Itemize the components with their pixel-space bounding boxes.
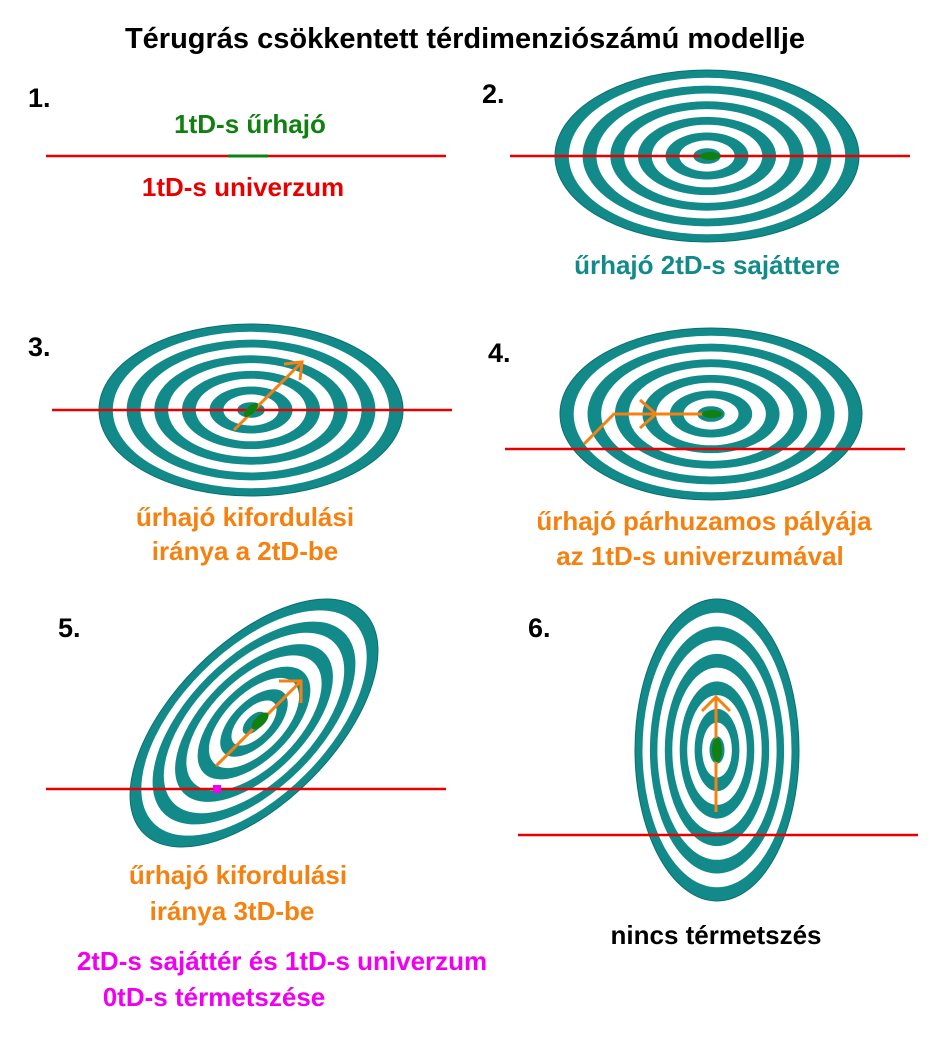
panel-6-arrow-head [700,694,732,713]
diagram-title: Térugrás csökkentett térdimenziószámú mo… [125,23,805,55]
panel-5-intersection-label-line-1: 2tD-s sajáttér és 1tD-s univerzum [77,946,487,976]
panel-5-intersection-label-line-2: 0tD-s térmetszése [103,982,326,1012]
panel-4-number: 4. [488,338,511,368]
panel-4-label-line-1: űrhajó párhuzamos pályája [536,506,872,536]
panel-2-own-space-label: űrhajó 2tD-s sajáttere [574,250,840,280]
panel-3-arrow-head [283,360,304,381]
panel-2-number: 2. [482,79,505,109]
panel-4: 4. űrhajó párhuzamos pályája az 1tD-s un… [488,327,905,571]
panel-5: 5. űrhajó kifordulási iránya 3tD-be 2tD-… [46,598,487,1012]
panel-3-turn-arrow [232,360,304,432]
panel-3: 3. űrhajó kifordulási iránya a 2tD-be [28,323,452,566]
panel-5-number: 5. [58,613,81,643]
panel-5-arrow-head [279,679,303,703]
panel-4-label-line-2: az 1tD-s univerzumával [556,541,844,571]
panel-3-spaceship [244,403,258,417]
panel-5-label-line-2: iránya 3tD-be [150,896,315,926]
panel-2: 2. űrhajó 2tD-s sajáttere [482,69,910,280]
panel-4-spaceship [702,410,722,418]
panel-4-arrow-head [639,398,659,430]
panel-5-label-line-1: űrhajó kifordulási [129,860,347,890]
panel-5-spaceship [251,712,269,730]
panel-1-spaceship-label: 1tD-s űrhajó [174,109,326,139]
panel-1-universe-label: 1tD-s univerzum [142,172,344,202]
panel-3-label-line-1: űrhajó kifordulási [136,502,354,532]
panel-6-label: nincs térmetszés [611,920,822,950]
panel-3-label-line-2: iránya a 2tD-be [152,536,338,566]
panel-3-number: 3. [28,332,51,362]
panel-1-number: 1. [28,83,51,113]
panel-5-intersection-point [213,785,221,793]
panel-6-spaceship [712,738,722,762]
panel-2-spaceship [700,152,720,160]
panel-1: 1. 1tD-s űrhajó 1tD-s univerzum [28,83,446,202]
panel-6-number: 6. [528,613,551,643]
panel-6: 6. nincs térmetszés [518,598,918,950]
panel-4-parallel-path [582,412,710,446]
